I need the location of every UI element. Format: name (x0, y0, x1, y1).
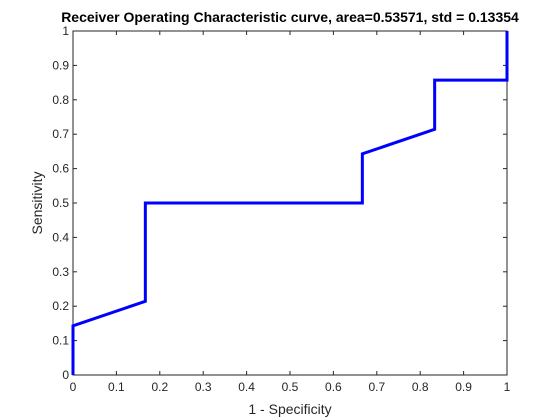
y-tick-label: 0.6 (52, 162, 69, 176)
roc-curve-line (71, 31, 509, 375)
x-tick-label: 0.6 (325, 380, 342, 394)
y-axis-ticks: 0 0.1 0.2 0.3 0.4 0.5 0.6 0.7 0.8 0.9 1 (52, 24, 507, 382)
x-tick-label: 0.4 (238, 380, 255, 394)
y-tick-label: 0.9 (52, 58, 69, 72)
y-tick-label: 0.8 (52, 93, 69, 107)
y-axis-label: Sensitivity (29, 171, 45, 234)
x-tick-label: 0.5 (282, 380, 299, 394)
y-tick-label: 1 (62, 24, 69, 38)
y-tick-label: 0.4 (52, 230, 69, 244)
x-tick-label: 0.2 (151, 380, 168, 394)
x-tick-label: 0.9 (455, 380, 472, 394)
roc-series (71, 31, 509, 375)
x-tick-label: 0.8 (412, 380, 429, 394)
y-tick-label: 0.1 (52, 334, 69, 348)
x-tick-label: 0.3 (195, 380, 212, 394)
x-axis-ticks: 0 0.1 0.2 0.3 0.4 0.5 0.6 0.7 0.8 0.9 1 (70, 31, 511, 394)
x-tick-label: 0.7 (368, 380, 385, 394)
x-tick-label: 0 (70, 380, 77, 394)
chart-title: Receiver Operating Characteristic curve,… (61, 9, 519, 25)
y-tick-label: 0.3 (52, 265, 69, 279)
x-axis-label: 1 - Specificity (248, 401, 331, 417)
y-tick-label: 0.5 (52, 196, 69, 210)
x-tick-label: 1 (504, 380, 511, 394)
x-tick-label: 0.1 (108, 380, 125, 394)
y-tick-label: 0 (62, 368, 69, 382)
y-tick-label: 0.2 (52, 299, 69, 313)
y-tick-label: 0.7 (52, 127, 69, 141)
